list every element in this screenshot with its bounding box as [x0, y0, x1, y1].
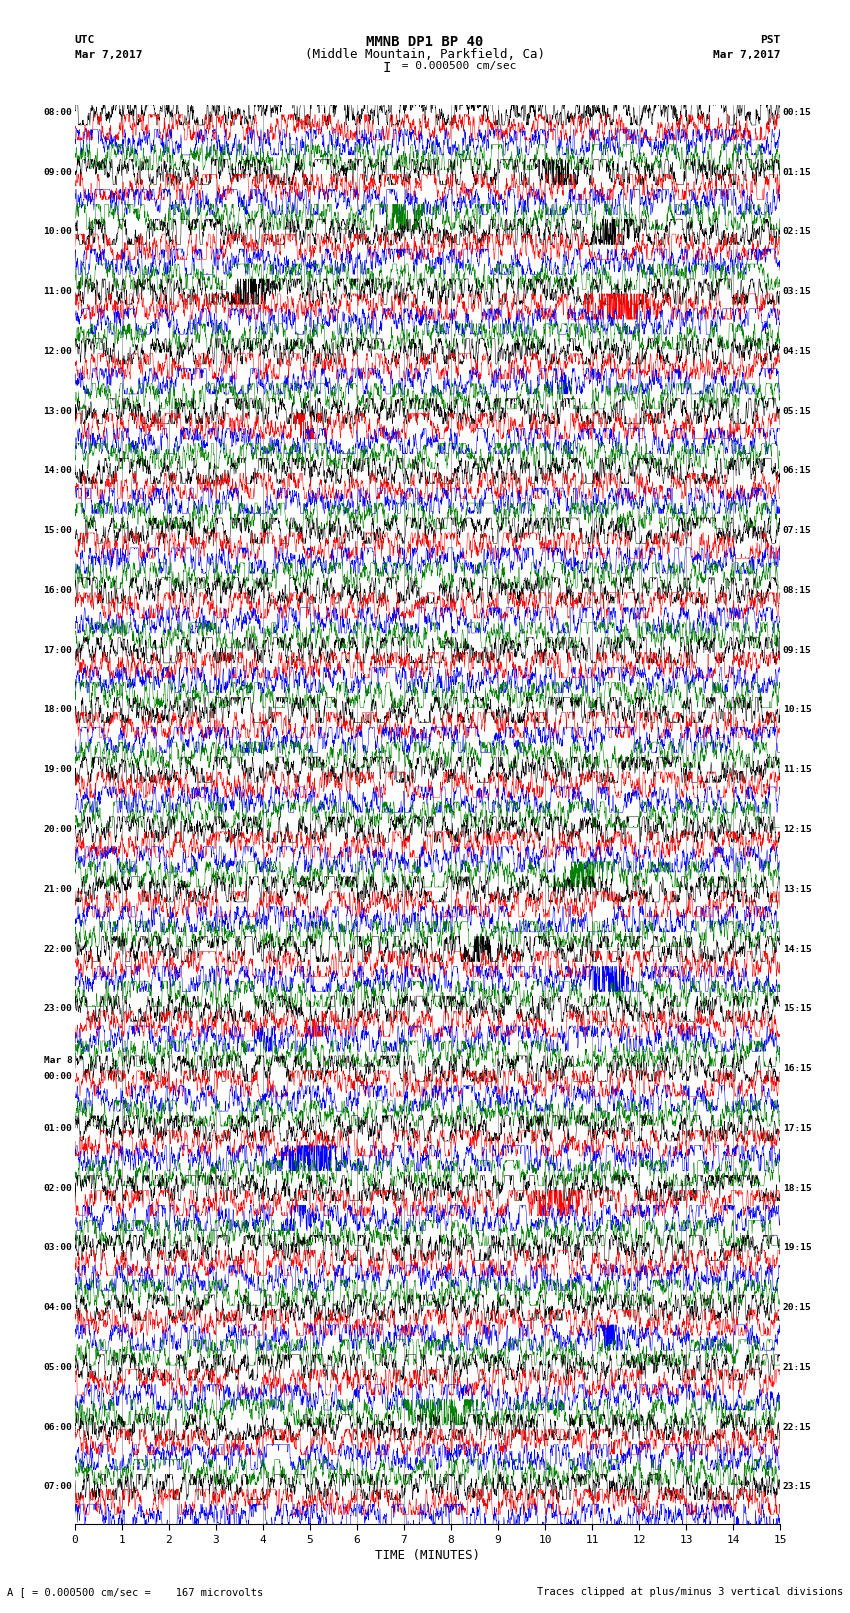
Text: 09:00: 09:00 — [43, 168, 72, 176]
Text: 10:00: 10:00 — [43, 227, 72, 237]
Text: 14:15: 14:15 — [783, 945, 812, 953]
Text: (Middle Mountain, Parkfield, Ca): (Middle Mountain, Parkfield, Ca) — [305, 48, 545, 61]
Text: 20:00: 20:00 — [43, 824, 72, 834]
Text: 04:00: 04:00 — [43, 1303, 72, 1311]
Text: I: I — [382, 61, 391, 76]
Text: 13:00: 13:00 — [43, 406, 72, 416]
Text: 21:00: 21:00 — [43, 886, 72, 894]
Text: 05:15: 05:15 — [783, 406, 812, 416]
Text: 15:15: 15:15 — [783, 1005, 812, 1013]
Text: 06:15: 06:15 — [783, 466, 812, 476]
Text: 12:15: 12:15 — [783, 824, 812, 834]
Text: 14:00: 14:00 — [43, 466, 72, 476]
Text: 19:00: 19:00 — [43, 765, 72, 774]
Text: 17:15: 17:15 — [783, 1124, 812, 1132]
Text: Mar 7,2017: Mar 7,2017 — [75, 50, 142, 60]
Text: 16:00: 16:00 — [43, 586, 72, 595]
Text: A [ = 0.000500 cm/sec =    167 microvolts: A [ = 0.000500 cm/sec = 167 microvolts — [7, 1587, 263, 1597]
Text: 02:15: 02:15 — [783, 227, 812, 237]
Text: 01:15: 01:15 — [783, 168, 812, 176]
Text: 02:00: 02:00 — [43, 1184, 72, 1192]
Text: 11:15: 11:15 — [783, 765, 812, 774]
Text: 13:15: 13:15 — [783, 886, 812, 894]
Text: 19:15: 19:15 — [783, 1244, 812, 1252]
X-axis label: TIME (MINUTES): TIME (MINUTES) — [375, 1548, 480, 1561]
Text: 00:15: 00:15 — [783, 108, 812, 116]
Text: = 0.000500 cm/sec: = 0.000500 cm/sec — [395, 61, 517, 71]
Text: Mar 7,2017: Mar 7,2017 — [713, 50, 780, 60]
Text: 08:15: 08:15 — [783, 586, 812, 595]
Text: 03:00: 03:00 — [43, 1244, 72, 1252]
Text: 15:00: 15:00 — [43, 526, 72, 536]
Text: 01:00: 01:00 — [43, 1124, 72, 1132]
Text: PST: PST — [760, 35, 780, 45]
Text: UTC: UTC — [75, 35, 95, 45]
Text: MMNB DP1 BP 40: MMNB DP1 BP 40 — [366, 35, 484, 50]
Text: 06:00: 06:00 — [43, 1423, 72, 1432]
Text: 07:00: 07:00 — [43, 1482, 72, 1492]
Text: 18:15: 18:15 — [783, 1184, 812, 1192]
Text: 04:15: 04:15 — [783, 347, 812, 356]
Text: 17:00: 17:00 — [43, 645, 72, 655]
Text: 08:00: 08:00 — [43, 108, 72, 116]
Text: 03:15: 03:15 — [783, 287, 812, 297]
Text: 20:15: 20:15 — [783, 1303, 812, 1311]
Text: 22:00: 22:00 — [43, 945, 72, 953]
Text: 09:15: 09:15 — [783, 645, 812, 655]
Text: 00:00: 00:00 — [43, 1073, 72, 1081]
Text: 22:15: 22:15 — [783, 1423, 812, 1432]
Text: 10:15: 10:15 — [783, 705, 812, 715]
Text: 23:00: 23:00 — [43, 1005, 72, 1013]
Text: 18:00: 18:00 — [43, 705, 72, 715]
Text: 05:00: 05:00 — [43, 1363, 72, 1373]
Text: 11:00: 11:00 — [43, 287, 72, 297]
Text: 07:15: 07:15 — [783, 526, 812, 536]
Text: 21:15: 21:15 — [783, 1363, 812, 1373]
Text: Mar 8: Mar 8 — [43, 1057, 72, 1065]
Text: Traces clipped at plus/minus 3 vertical divisions: Traces clipped at plus/minus 3 vertical … — [537, 1587, 843, 1597]
Text: 16:15: 16:15 — [783, 1065, 812, 1073]
Text: 23:15: 23:15 — [783, 1482, 812, 1492]
Text: 12:00: 12:00 — [43, 347, 72, 356]
